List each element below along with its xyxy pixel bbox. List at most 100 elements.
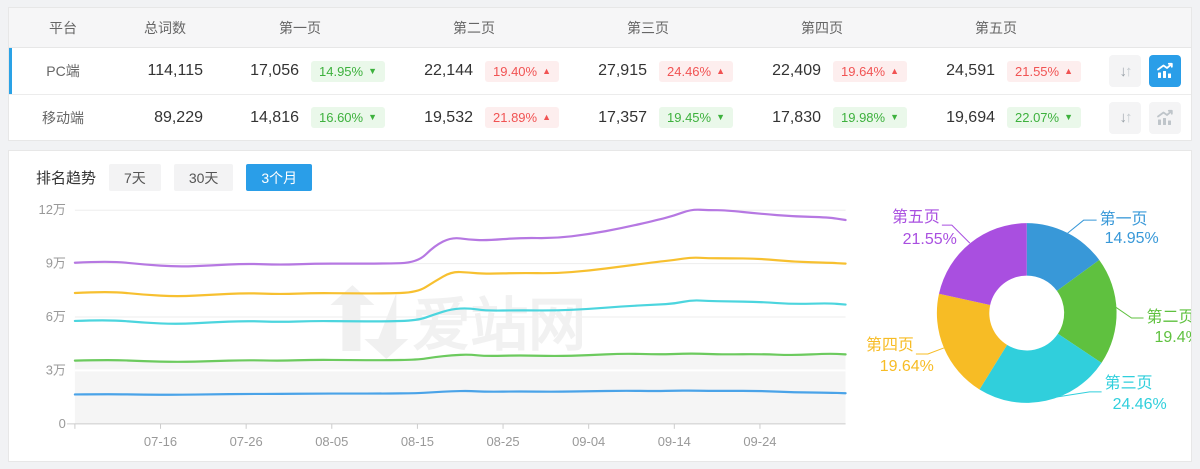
trend-arrow-icon: ▲ (542, 112, 552, 122)
trend-chart-button[interactable] (1149, 101, 1181, 134)
table-row-pc[interactable]: PC端 114,115 17,056 14.95% ▼ 22,144 19.40%… (9, 48, 1191, 94)
x-tick-label: 08-05 (315, 434, 348, 449)
page2-count: 22,144 (424, 62, 473, 79)
sort-updown-icon: ↓↑ (1119, 109, 1133, 126)
page3-count: 27,915 (598, 62, 647, 79)
trend-arrow-icon: ▼ (368, 112, 378, 122)
donut-label-percent: 21.55% (902, 231, 956, 248)
page2-count: 19,532 (424, 108, 473, 126)
platform-label: 移动端 (42, 109, 84, 126)
watermark: 爱站网 (330, 285, 586, 359)
series-cumulative-through-page2 (73, 352, 847, 363)
trend-arrow-icon: ▲ (890, 65, 900, 76)
donut-label-name: 第二页 (1146, 308, 1191, 326)
series-cumulative-through-page4 (73, 256, 847, 298)
col-header-total-words: 总词数 (144, 19, 186, 36)
x-tick-label: 09-14 (658, 434, 691, 449)
page1-count: 17,056 (250, 62, 299, 79)
total-words-value: 89,229 (154, 108, 203, 126)
page2-change-badge: 21.89% ▲ (485, 107, 560, 128)
sort-button[interactable]: ↓↑ (1109, 101, 1141, 134)
page2-change-badge: 19.40% ▲ (485, 60, 560, 82)
donut-label-percent: 24.46% (1112, 396, 1166, 413)
label-leader-line (1044, 391, 1102, 400)
donut-label-name: 第一页 (1099, 210, 1147, 228)
label-leader-line (915, 347, 944, 355)
trend-arrow-icon: ▼ (368, 65, 378, 76)
page5-change-badge: 21.55% ▲ (1007, 60, 1082, 82)
col-header-page2: 第二页 (453, 19, 495, 36)
donut-slice-5 (938, 223, 1027, 305)
trend-title: 排名趋势 (36, 170, 97, 187)
label-leader-line (1114, 306, 1144, 319)
table-row-mobile[interactable]: 移动端 89,229 14,816 16.60% ▼ 19,532 21.89% ▲… (9, 94, 1191, 140)
page5-count: 19,694 (946, 108, 995, 126)
page5-change-badge: 22.07% ▼ (1007, 107, 1082, 128)
x-tick-label: 09-24 (743, 434, 776, 449)
x-tick-label: 07-26 (230, 434, 263, 449)
page4-change-badge: 19.98% ▼ (833, 107, 908, 128)
donut-slice-4 (936, 293, 1007, 390)
total-words-value: 114,115 (147, 62, 203, 79)
donut-label-percent: 19.4% (1154, 329, 1191, 346)
y-tick-label: 9万 (46, 256, 66, 271)
donut-label-name: 第五页 (891, 208, 939, 226)
svg-text:爱站网: 爱站网 (412, 294, 586, 358)
trend-arrow-icon: ▼ (890, 112, 900, 122)
y-tick-label: 0 (59, 416, 66, 431)
label-leader-line (1066, 219, 1097, 234)
col-header-page1: 第一页 (279, 19, 321, 36)
tab-3-months[interactable]: 3个月 (246, 164, 313, 191)
page1-change-badge: 14.95% ▼ (311, 60, 386, 82)
trend-arrow-icon: ▲ (542, 65, 552, 76)
page4-count: 22,409 (772, 62, 821, 79)
donut-slice-1 (1026, 223, 1099, 291)
donut-label-name: 第三页 (1104, 374, 1152, 392)
col-header-platform: 平台 (49, 19, 77, 36)
page3-change-badge: 19.45% ▼ (659, 107, 734, 128)
trend-arrow-icon: ▲ (1064, 65, 1074, 76)
table-header-row: 平台 总词数 第一页 第二页 第三页 第四页 第五页 (9, 8, 1191, 48)
col-header-page5: 第五页 (975, 19, 1017, 36)
x-tick-label: 08-25 (486, 434, 519, 449)
page3-count: 17,357 (598, 108, 647, 126)
tab-7-days[interactable]: 7天 (109, 164, 161, 191)
x-tick-label: 07-16 (144, 434, 177, 449)
trend-chart-icon (1157, 62, 1173, 78)
trend-chart-icon (1157, 109, 1173, 125)
page-share-donut-chart: 第一页 14.95% 第二页 19.4% 第三页 24.46% 第四页 19.64% 第五页 21… (866, 208, 1191, 413)
y-tick-label: 6万 (46, 309, 66, 324)
series-cumulative-through-page5-total (73, 208, 847, 268)
sort-updown-icon: ↓↑ (1119, 62, 1133, 80)
page5-count: 24,591 (946, 62, 995, 79)
x-tick-label: 09-04 (572, 434, 605, 449)
tab-30-days[interactable]: 30天 (173, 164, 234, 191)
page4-count: 17,830 (772, 108, 821, 126)
y-tick-label: 12万 (38, 202, 65, 217)
page3-change-badge: 24.46% ▲ (659, 60, 734, 82)
donut-label-percent: 19.64% (879, 358, 933, 375)
platform-label: PC端 (46, 63, 80, 79)
rank-trend-panel: 排名趋势 7天 30天 3个月 爱站网 07-16 07-26 08-05 08-15 0… (8, 150, 1192, 462)
page1-count: 14,816 (250, 108, 299, 126)
trend-arrow-icon: ▼ (1064, 112, 1074, 122)
col-header-page4: 第四页 (801, 19, 843, 36)
trend-arrow-icon: ▼ (716, 112, 726, 122)
keyword-rank-table-panel: 平台 总词数 第一页 第二页 第三页 第四页 第五页 PC端 114,115 1… (8, 7, 1192, 141)
label-leader-line (941, 224, 970, 244)
donut-label-percent: 14.95% (1104, 230, 1158, 247)
series-cumulative-through-page3 (73, 299, 847, 325)
page4-change-badge: 19.64% ▲ (833, 60, 908, 82)
col-header-page3: 第三页 (627, 19, 669, 36)
area-fill (74, 353, 846, 424)
donut-slice-2 (1056, 259, 1117, 363)
y-tick-label: 3万 (46, 362, 66, 377)
page1-change-badge: 16.60% ▼ (311, 107, 386, 128)
trend-arrow-icon: ▲ (716, 65, 726, 76)
sort-button[interactable]: ↓↑ (1109, 55, 1141, 87)
donut-label-name: 第四页 (866, 336, 914, 354)
series-page1 (73, 389, 847, 396)
donut-slice-3 (979, 333, 1102, 403)
trend-chart-button[interactable] (1149, 55, 1181, 87)
